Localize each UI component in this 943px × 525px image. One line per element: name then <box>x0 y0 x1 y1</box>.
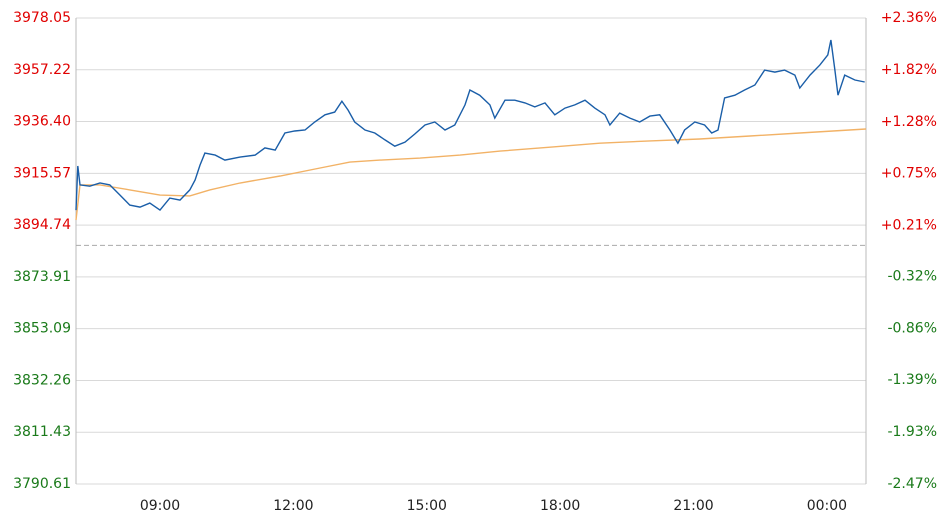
x-tick-label: 12:00 <box>273 498 313 514</box>
y-tick-label: 3957.22 <box>13 62 71 78</box>
y-tick-label: 3873.91 <box>13 269 71 285</box>
y2-tick-label: +1.82% <box>881 62 937 78</box>
x-tick-label: 18:00 <box>540 498 580 514</box>
y-tick-label: 3853.09 <box>13 321 71 337</box>
y-tick-label: 3915.57 <box>13 165 71 181</box>
x-tick-label: 21:00 <box>673 498 713 514</box>
y2-tick-label: -0.86% <box>887 321 937 337</box>
y2-tick-label: +0.21% <box>881 217 937 233</box>
y2-tick-label: -1.39% <box>887 372 937 388</box>
y2-tick-label: -2.47% <box>887 476 937 492</box>
price-line <box>75 128 867 221</box>
y-tick-label: 3790.61 <box>13 476 71 492</box>
y2-tick-label: +2.36% <box>881 10 937 26</box>
y2-tick-label: -1.93% <box>887 424 937 440</box>
y-tick-label: 3978.05 <box>13 10 71 26</box>
y-tick-label: 3894.74 <box>13 217 71 233</box>
x-tick-label: 15:00 <box>407 498 447 514</box>
y-tick-label: 3811.43 <box>13 424 71 440</box>
y2-tick-label: +0.75% <box>881 165 937 181</box>
y-tick-label: 3832.26 <box>13 372 71 388</box>
y2-tick-label: -0.32% <box>887 269 937 285</box>
y2-tick-label: +1.28% <box>881 114 937 130</box>
y-tick-label: 3936.40 <box>13 114 71 130</box>
x-tick-label: 09:00 <box>140 498 180 514</box>
x-tick-label: 00:00 <box>807 498 847 514</box>
price-line <box>75 39 865 212</box>
